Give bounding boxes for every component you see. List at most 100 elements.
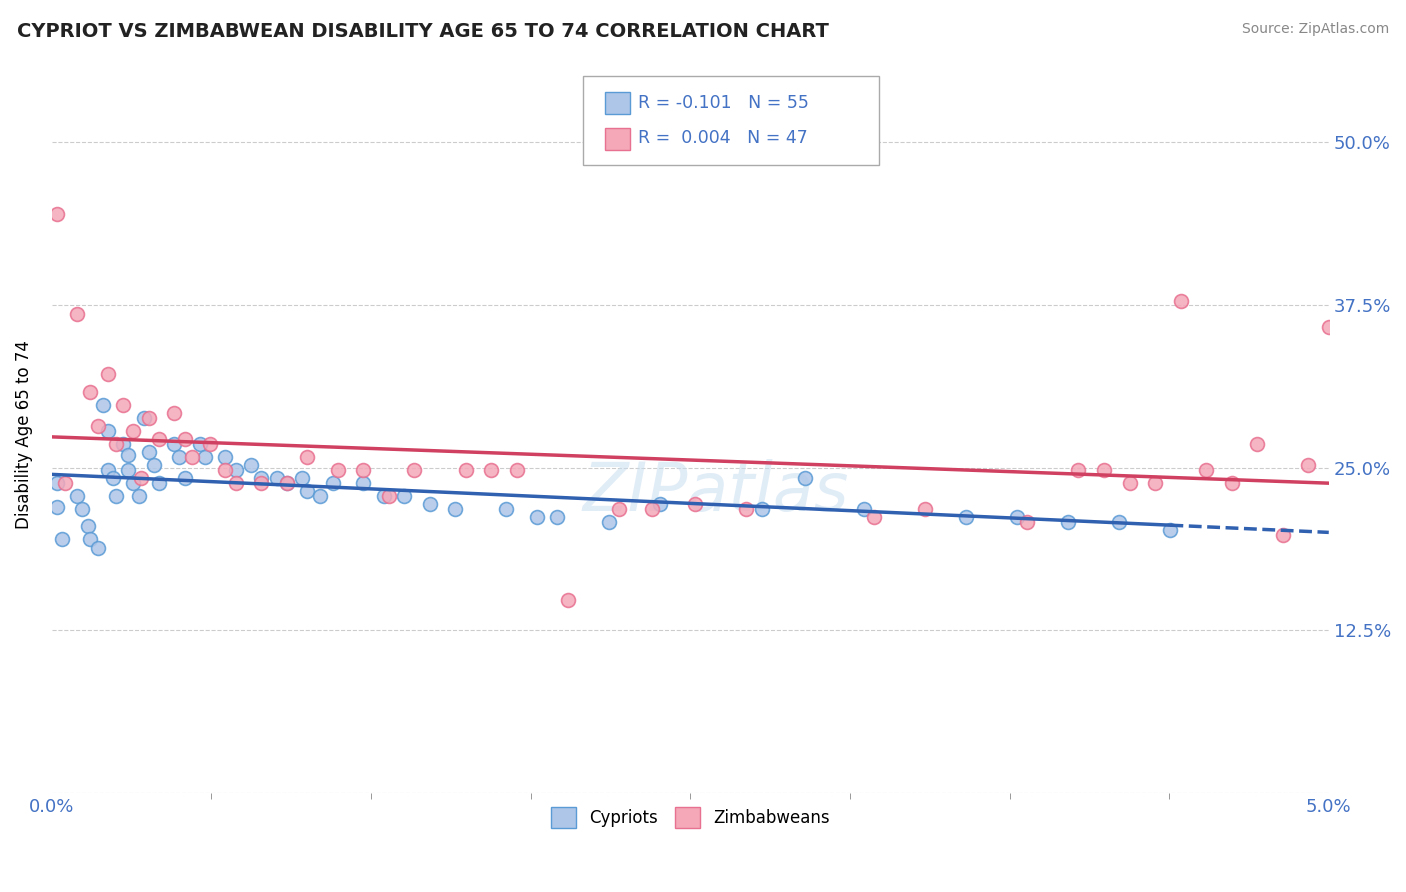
Point bbox=[250, 471, 273, 485]
Point bbox=[1246, 437, 1268, 451]
Point bbox=[87, 541, 110, 556]
Point bbox=[1195, 463, 1218, 477]
Point bbox=[557, 593, 579, 607]
Point bbox=[194, 450, 217, 465]
Point bbox=[122, 424, 145, 438]
Point bbox=[97, 367, 120, 381]
Point bbox=[955, 510, 977, 524]
Point bbox=[1118, 476, 1140, 491]
Point bbox=[181, 450, 204, 465]
Point bbox=[148, 476, 170, 491]
Text: ZIPatlas: ZIPatlas bbox=[582, 459, 849, 525]
Point bbox=[128, 489, 150, 503]
Point bbox=[392, 489, 415, 503]
Text: R = -0.101   N = 55: R = -0.101 N = 55 bbox=[638, 94, 810, 112]
Point bbox=[276, 476, 298, 491]
Point bbox=[214, 450, 236, 465]
Point bbox=[214, 463, 236, 477]
Point bbox=[138, 411, 160, 425]
Point bbox=[291, 471, 314, 485]
Point bbox=[914, 502, 936, 516]
Point bbox=[97, 424, 120, 438]
Point bbox=[45, 476, 67, 491]
Point bbox=[1298, 458, 1320, 472]
Point bbox=[326, 463, 349, 477]
Point bbox=[505, 463, 527, 477]
Point bbox=[138, 445, 160, 459]
Point bbox=[225, 476, 247, 491]
Point bbox=[1159, 523, 1181, 537]
Point bbox=[142, 458, 165, 472]
Point bbox=[97, 463, 120, 477]
Point bbox=[352, 463, 374, 477]
Point bbox=[1170, 294, 1192, 309]
Point bbox=[163, 437, 186, 451]
Point bbox=[117, 448, 139, 462]
Point bbox=[1220, 476, 1243, 491]
Point bbox=[53, 476, 76, 491]
Point bbox=[454, 463, 477, 477]
Point bbox=[91, 398, 114, 412]
Point bbox=[526, 510, 548, 524]
Point bbox=[479, 463, 502, 477]
Point bbox=[117, 463, 139, 477]
Point bbox=[101, 471, 124, 485]
Point bbox=[648, 497, 671, 511]
Point bbox=[132, 411, 155, 425]
Point bbox=[495, 502, 517, 516]
Point bbox=[863, 510, 886, 524]
Point bbox=[1317, 320, 1340, 334]
Point bbox=[1067, 463, 1090, 477]
Point bbox=[76, 519, 98, 533]
Point bbox=[404, 463, 426, 477]
Point bbox=[322, 476, 344, 491]
Point bbox=[129, 471, 152, 485]
Point bbox=[735, 502, 758, 516]
Legend: Cypriots, Zimbabweans: Cypriots, Zimbabweans bbox=[544, 801, 837, 834]
Point bbox=[66, 307, 89, 321]
Point bbox=[1144, 476, 1167, 491]
Point bbox=[112, 398, 135, 412]
Point bbox=[295, 483, 318, 498]
Point bbox=[173, 432, 195, 446]
Point bbox=[685, 497, 707, 511]
Point bbox=[79, 532, 101, 546]
Point bbox=[276, 476, 298, 491]
Point bbox=[45, 500, 67, 514]
Point bbox=[295, 450, 318, 465]
Point bbox=[852, 502, 875, 516]
Point bbox=[87, 419, 110, 434]
Point bbox=[794, 471, 817, 485]
Point bbox=[250, 476, 273, 491]
Point bbox=[104, 489, 127, 503]
Point bbox=[373, 489, 395, 503]
Text: Source: ZipAtlas.com: Source: ZipAtlas.com bbox=[1241, 22, 1389, 37]
Point bbox=[51, 532, 73, 546]
Point bbox=[419, 497, 441, 511]
Text: R =  0.004   N = 47: R = 0.004 N = 47 bbox=[638, 129, 808, 147]
Point bbox=[1108, 515, 1130, 529]
Point bbox=[266, 471, 288, 485]
Point bbox=[104, 437, 127, 451]
Point bbox=[598, 515, 620, 529]
Point bbox=[148, 432, 170, 446]
Point bbox=[309, 489, 332, 503]
Point bbox=[1005, 510, 1028, 524]
Point bbox=[607, 502, 630, 516]
Point bbox=[72, 502, 94, 516]
Point bbox=[444, 502, 467, 516]
Text: CYPRIOT VS ZIMBABWEAN DISABILITY AGE 65 TO 74 CORRELATION CHART: CYPRIOT VS ZIMBABWEAN DISABILITY AGE 65 … bbox=[17, 22, 828, 41]
Point bbox=[45, 207, 67, 221]
Point bbox=[66, 489, 89, 503]
Point bbox=[173, 471, 195, 485]
Point bbox=[751, 502, 773, 516]
Point bbox=[546, 510, 568, 524]
Point bbox=[198, 437, 221, 451]
Point bbox=[225, 463, 247, 477]
Point bbox=[1092, 463, 1115, 477]
Point bbox=[1057, 515, 1080, 529]
Point bbox=[239, 458, 262, 472]
Point bbox=[169, 450, 191, 465]
Point bbox=[1017, 515, 1039, 529]
Point bbox=[378, 489, 401, 503]
